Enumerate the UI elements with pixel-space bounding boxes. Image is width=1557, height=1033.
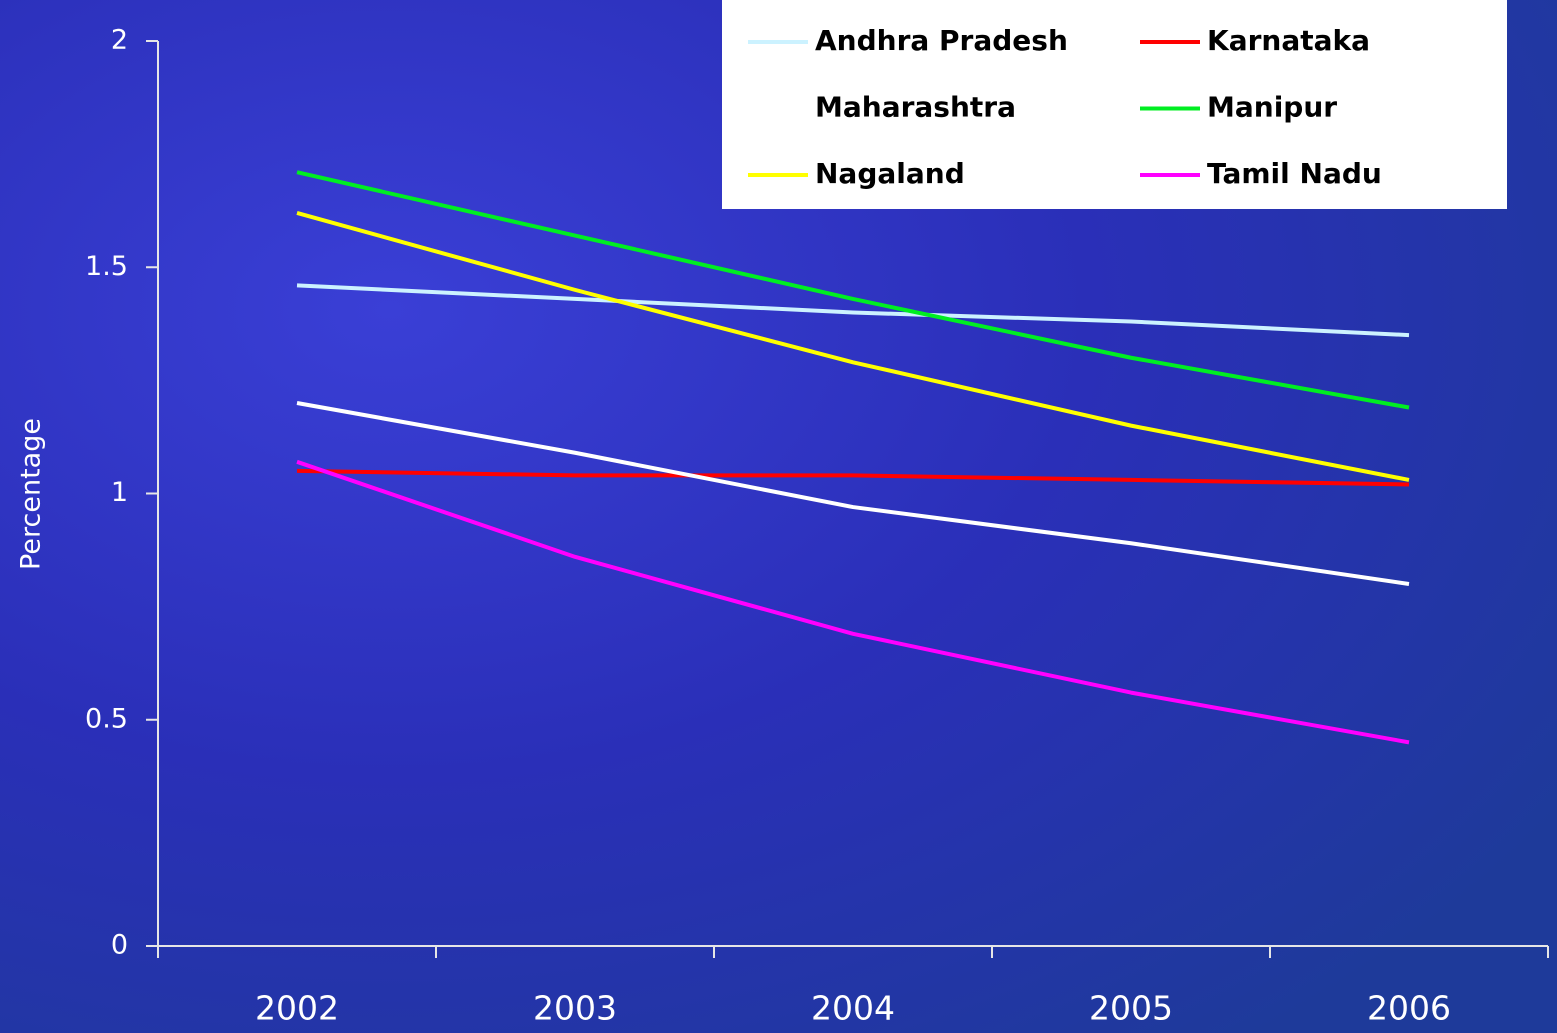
x-tick-label: 2004	[811, 989, 895, 1028]
y-tick-label: 0.5	[85, 703, 128, 734]
series-line	[296, 459, 1410, 745]
legend	[722, 0, 1507, 209]
series-line	[296, 283, 1410, 338]
x-tick-label: 2003	[533, 989, 617, 1028]
y-tick-label: 1	[111, 477, 128, 508]
series-line	[296, 401, 1410, 586]
y-tick-label: 1.5	[85, 251, 128, 282]
x-tick-label: 2005	[1089, 989, 1173, 1028]
legend-label: Andhra Pradesh	[815, 24, 1068, 57]
series-line	[296, 170, 1410, 410]
legend-label: Karnataka	[1207, 24, 1370, 57]
y-tick-label: 2	[111, 25, 128, 56]
y-tick-label: 0	[111, 930, 128, 961]
legend-label: Tamil Nadu	[1207, 157, 1382, 190]
series-line	[296, 211, 1410, 482]
series-line	[296, 468, 1410, 487]
x-tick-label: 2006	[1367, 989, 1451, 1028]
x-tick-label: 2002	[255, 989, 339, 1028]
legend-label: Nagaland	[815, 157, 965, 190]
legend-label: Maharashtra	[815, 91, 1016, 124]
y-axis-label: Percentage	[16, 418, 47, 570]
legend-label: Manipur	[1207, 91, 1337, 124]
